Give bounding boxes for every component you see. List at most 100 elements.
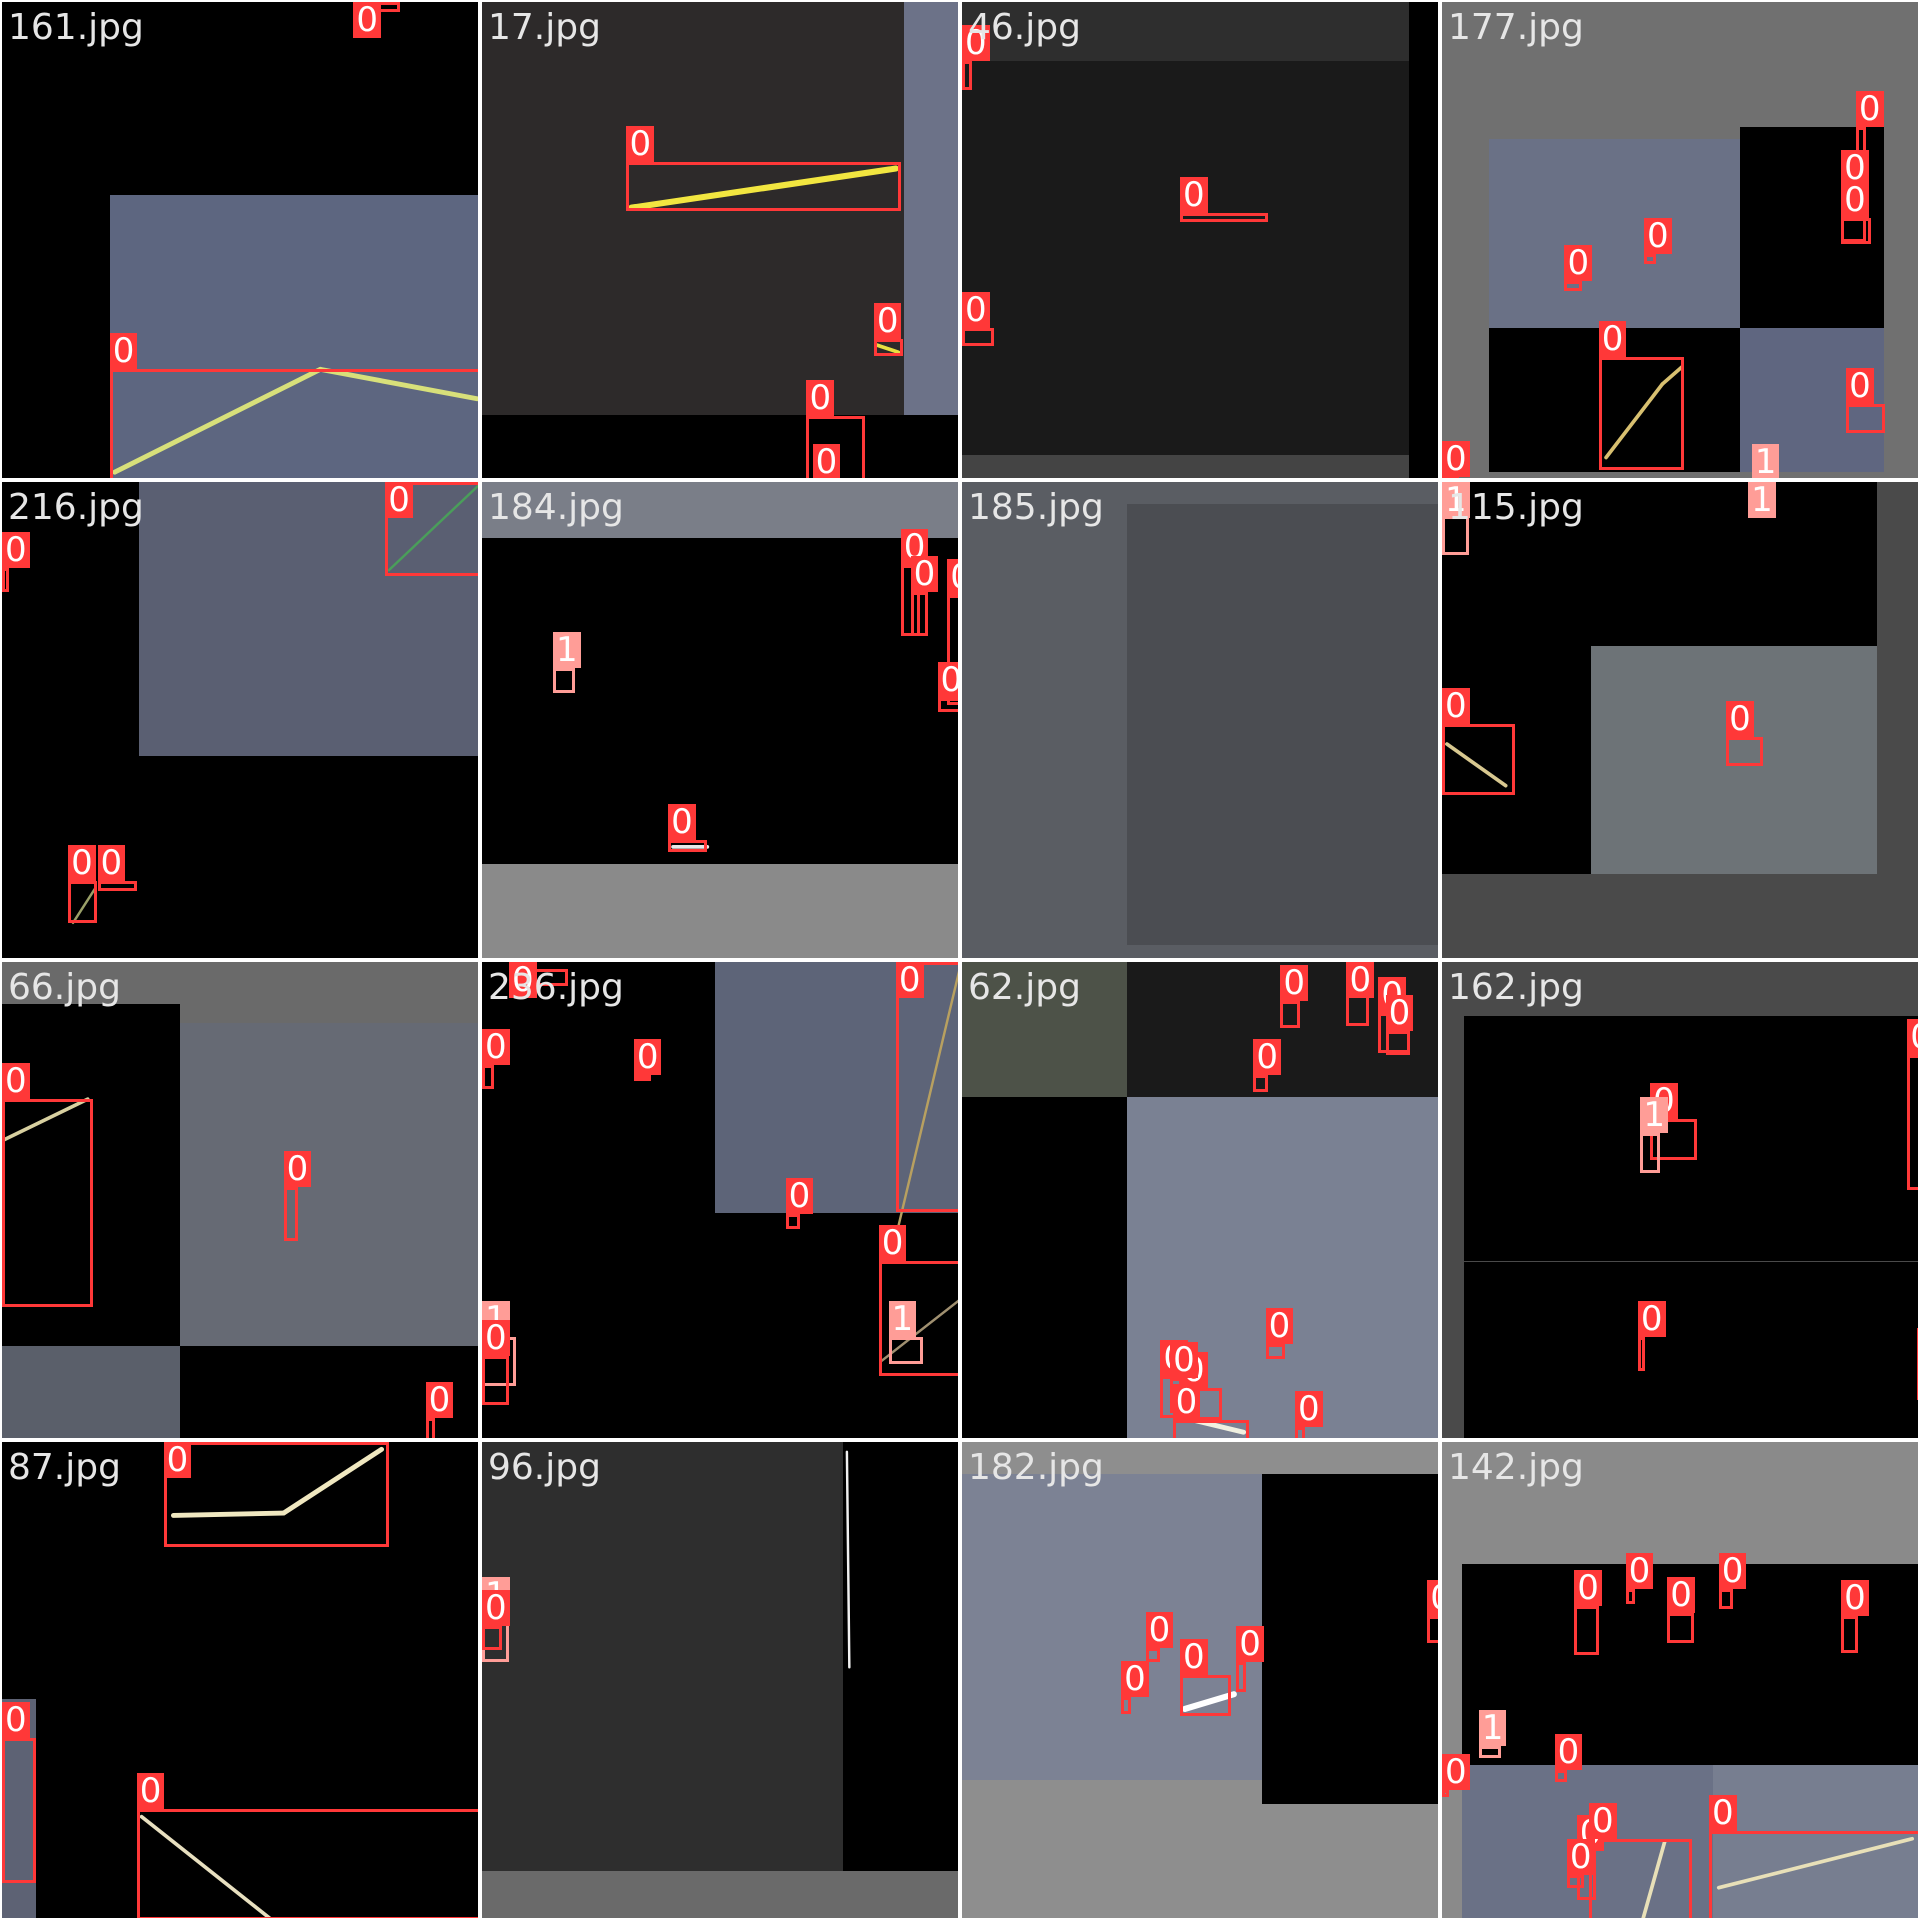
tile-filename: 46.jpg — [968, 7, 1081, 48]
image-region — [962, 962, 1128, 1097]
detection-class-label: 0 — [1442, 1753, 1470, 1790]
detection-box — [1442, 477, 1460, 478]
detection-class-label: 0 — [482, 1589, 510, 1626]
image-region — [904, 2, 958, 415]
tile-filename: 17.jpg — [488, 7, 601, 48]
image-region — [2, 1346, 180, 1438]
tile-filename: 182.jpg — [968, 1447, 1104, 1488]
image-region — [962, 2, 1409, 61]
detection-class-label: 0 — [1917, 1327, 1918, 1364]
detection-box — [1566, 1875, 1585, 1888]
detection-class-label: 1 — [1640, 1097, 1668, 1134]
fiber-strand — [2, 1097, 90, 1143]
detection-class-label: 0 — [385, 482, 413, 518]
fiber-layer — [879, 970, 958, 1363]
tile-filename: 216.jpg — [8, 487, 144, 528]
detection-class-label: 0 — [482, 1320, 510, 1357]
detection-class-label: 0 — [1855, 90, 1884, 127]
detection-class-label: 0 — [508, 962, 537, 998]
fiber-layer — [2, 1097, 90, 1143]
fiber-strand — [317, 366, 478, 402]
detection-class-label: 1 — [1751, 443, 1780, 478]
mosaic-tile: 0 0 0 46.jpg — [962, 2, 1438, 478]
detection-class-label: 1 — [888, 1300, 917, 1337]
detection-box — [97, 881, 137, 891]
mosaic-tile: 000001000000142.jpg — [1442, 1442, 1918, 1918]
detection-box — [1121, 1696, 1131, 1714]
mosaic-tile: 0 0 0 87.jpg — [2, 1442, 478, 1918]
detection-box — [482, 1625, 502, 1651]
detection-class-label: 0 — [1566, 1839, 1595, 1876]
fiber-layer — [112, 366, 478, 475]
detection-box — [1265, 1344, 1286, 1359]
detection-box — [1726, 736, 1763, 767]
mosaic-tile: 0 0 0 0 17.jpg — [482, 2, 958, 478]
detection-box — [1145, 1647, 1161, 1663]
tile-filename: 177.jpg — [1448, 7, 1584, 48]
fiber-strand — [628, 165, 899, 211]
detection-class-label: 0 — [785, 1178, 814, 1215]
fiber-strand — [845, 1450, 851, 1669]
detection-class-label: 0 — [962, 291, 990, 328]
detection-class-label: 0 — [1442, 688, 1470, 725]
detection-box — [1554, 1770, 1567, 1783]
detection-box — [1637, 1336, 1646, 1371]
image-region — [139, 482, 478, 757]
detection-class-label: 0 — [1295, 1391, 1323, 1428]
image-region — [962, 455, 1409, 478]
image-region — [1591, 646, 1877, 874]
detection-box — [109, 369, 478, 478]
tile-filename: 142.jpg — [1448, 1447, 1584, 1488]
image-region — [109, 195, 478, 478]
tile-filename: 87.jpg — [8, 1447, 121, 1488]
detection-class-label: 1 — [1478, 1709, 1507, 1746]
detection-box — [873, 338, 904, 356]
fiber-layer — [1445, 742, 1508, 788]
fiber-strand — [874, 343, 901, 355]
detection-box — [1841, 217, 1871, 245]
image-region — [179, 1023, 478, 1347]
detection-box — [385, 482, 478, 577]
detection-class-label: 0 — [163, 1442, 192, 1478]
detection-box — [1917, 1363, 1918, 1401]
detection-class-label: 0 — [353, 2, 382, 38]
detection-box — [785, 1214, 801, 1229]
detection-box — [2, 567, 10, 593]
detection-box — [1846, 403, 1886, 433]
fiber-layer — [671, 845, 710, 849]
detection-class-label: 0 — [1667, 1577, 1695, 1614]
detection-class-label: 0 — [1427, 1579, 1438, 1616]
image-region — [843, 1442, 958, 1871]
detection-class-label: 0 — [1841, 1579, 1869, 1616]
image-region — [962, 1473, 1262, 1780]
detection-box — [878, 1260, 958, 1376]
detection-box — [1385, 1030, 1411, 1056]
fiber-strand — [170, 1510, 287, 1518]
detection-box — [1478, 1745, 1501, 1758]
detection-box — [962, 327, 994, 347]
detection-box — [1574, 1606, 1599, 1656]
detection-class-label: 0 — [1644, 218, 1672, 255]
mosaic-tile: 0 0 0 0 0 0 0 0 1 177.jpg — [1442, 2, 1918, 478]
detection-class-label: 0 — [1179, 1638, 1208, 1675]
tile-filename: 236.jpg — [488, 967, 624, 1008]
detection-class-label: 0 — [1121, 1660, 1149, 1697]
detection-box — [1179, 212, 1269, 223]
detection-class-label: 0 — [633, 1038, 662, 1075]
detection-class-label: 0 — [425, 1381, 454, 1418]
mosaic-tile: 0 0 0 0 216.jpg — [2, 482, 478, 958]
fiber-layer — [71, 484, 478, 925]
detection-class-label: 0 — [1708, 1795, 1737, 1832]
detection-box — [668, 839, 708, 852]
image-region — [482, 482, 958, 539]
detection-class-label: 0 — [910, 556, 939, 593]
detection-box — [1179, 1674, 1232, 1717]
detection-class-label: 1 — [1442, 482, 1470, 518]
detection-class-label: 0 — [873, 302, 902, 339]
fiber-strand — [879, 1299, 958, 1363]
detection-box — [1564, 281, 1582, 291]
detection-class-label: 0 — [1442, 441, 1470, 478]
detection-box — [1442, 1789, 1450, 1798]
detection-box — [68, 881, 98, 923]
image-region — [482, 414, 958, 478]
